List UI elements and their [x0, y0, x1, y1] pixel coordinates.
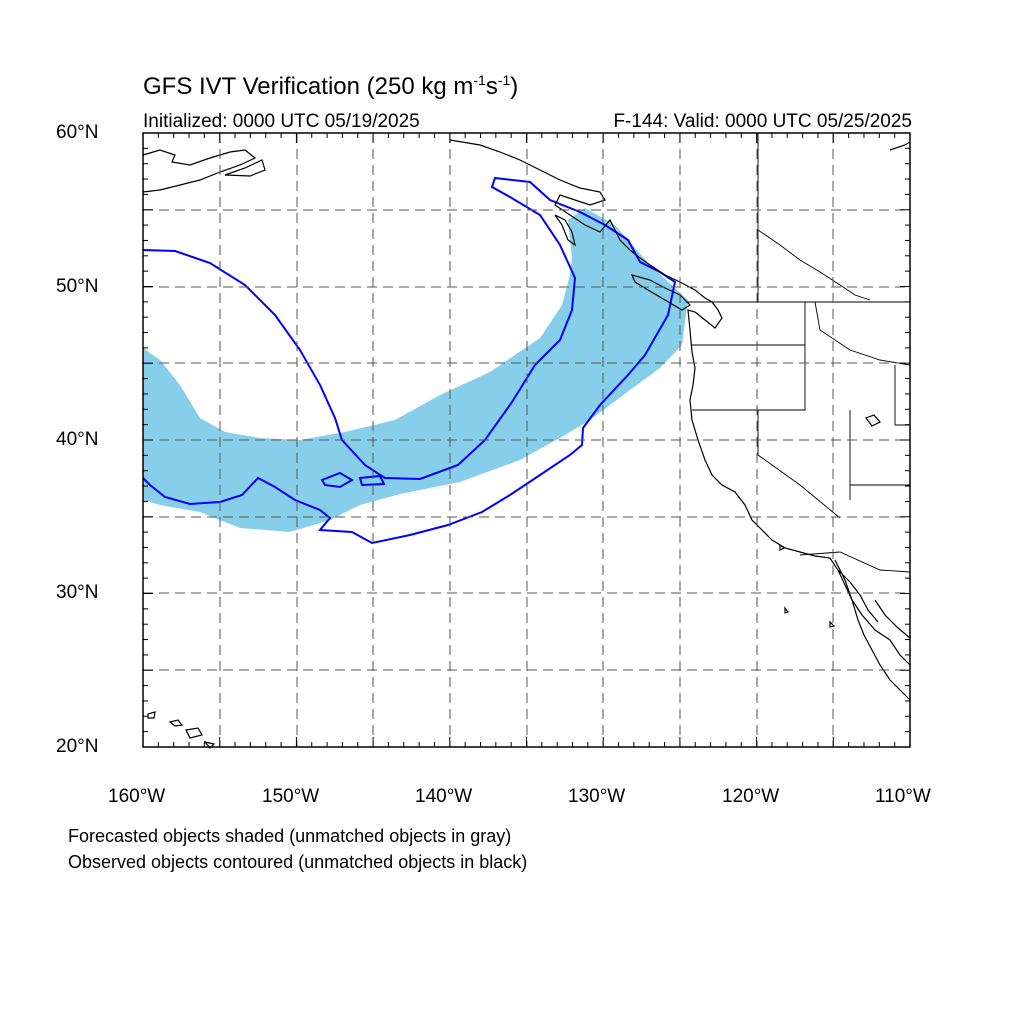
- footnote-forecast: Forecasted objects shaded (unmatched obj…: [68, 826, 512, 846]
- lon-label-150w: 150°W: [262, 786, 320, 807]
- observed-contour-small-a: [320, 471, 354, 489]
- lat-label-40n: 40°N: [56, 429, 99, 450]
- lon-label-160w: 160°W: [108, 786, 166, 807]
- political-boundaries: [686, 133, 911, 573]
- valid-time-label: F-144: Valid: 0000 UTC 05/25/2025: [613, 111, 912, 132]
- lat-label-20n: 20°N: [56, 736, 99, 757]
- lat-label-60n: 60°N: [56, 122, 99, 143]
- axis-ticks: [142, 132, 911, 748]
- footnote-observed: Observed objects contoured (unmatched ob…: [68, 852, 528, 872]
- lon-label-130w: 130°W: [568, 786, 626, 807]
- lon-label-120w: 120°W: [722, 786, 780, 807]
- observed-contour-west: [142, 176, 677, 545]
- chart-title: GFS IVT Verification (250 kg m-1s-1): [143, 72, 519, 100]
- lon-label-110w: 110°W: [875, 786, 931, 807]
- lon-label-140w: 140°W: [415, 786, 473, 807]
- forecast-object-shade: [143, 208, 688, 532]
- init-time-label: Initialized: 0000 UTC 05/19/2025: [143, 111, 420, 132]
- lat-label-50n: 50°N: [56, 276, 99, 297]
- graticule: [143, 133, 910, 747]
- lat-label-30n: 30°N: [56, 582, 99, 603]
